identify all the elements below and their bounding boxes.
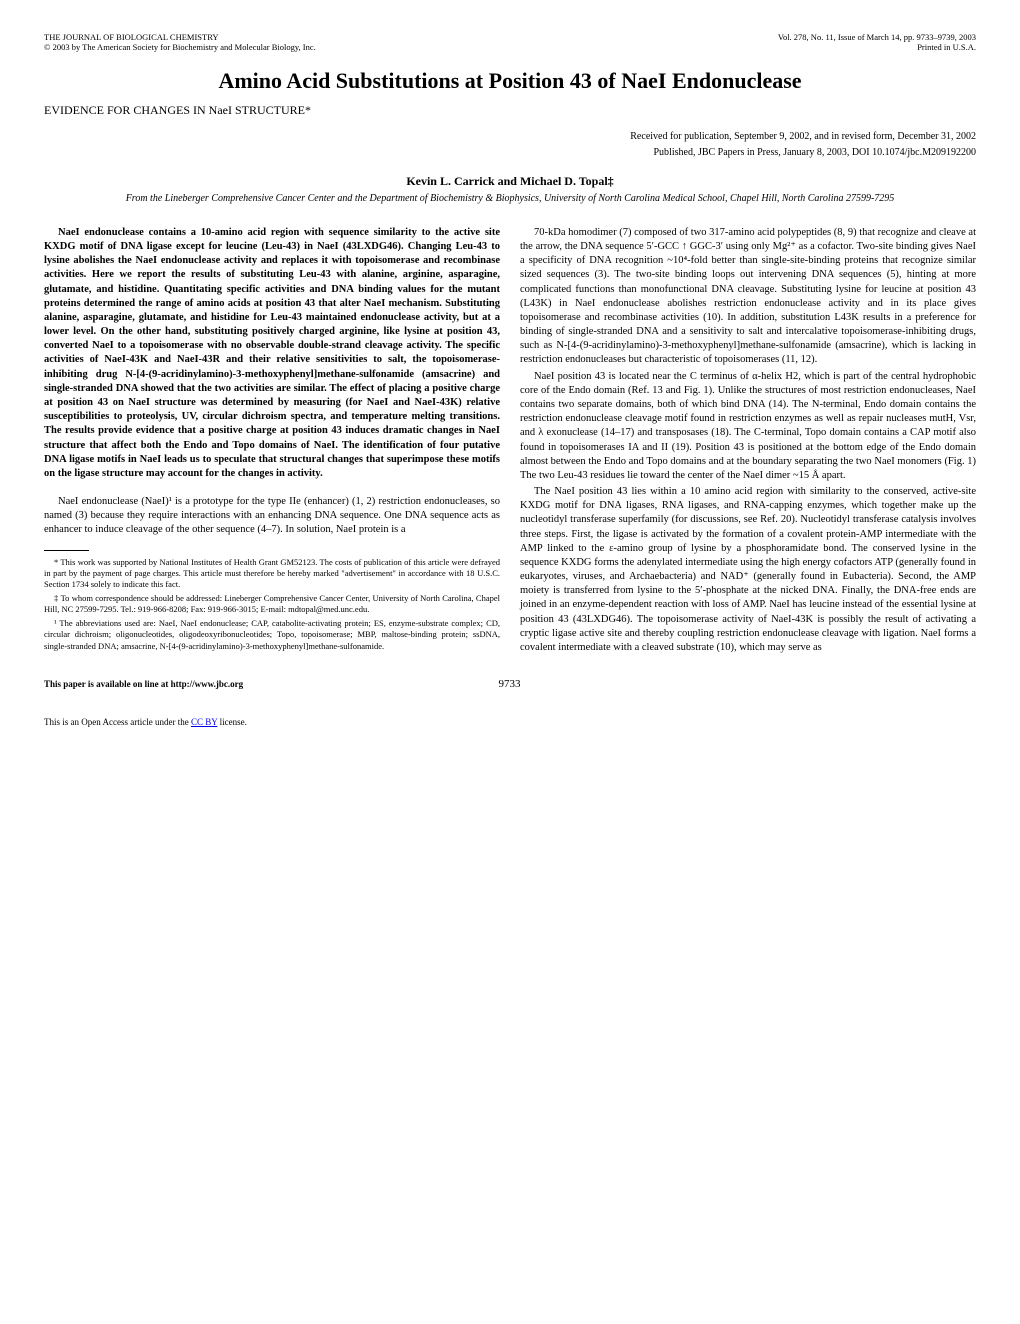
footnote-funding: * This work was supported by National In… [44,557,500,591]
body-paragraph: NaeI endonuclease (NaeI)¹ is a prototype… [44,495,500,538]
footnote-correspondence: ‡ To whom correspondence should be addre… [44,593,500,616]
article-title: Amino Acid Substitutions at Position 43 … [44,66,976,96]
right-column: 70-kDa homodimer (7) composed of two 317… [520,226,976,657]
left-column: NaeI endonuclease contains a 10-amino ac… [44,226,500,657]
two-column-body: NaeI endonuclease contains a 10-amino ac… [44,226,976,657]
license-prefix: This is an Open Access article under the [44,717,191,727]
license-suffix: license. [220,717,247,727]
body-paragraph: NaeI position 43 is located near the C t… [520,370,976,483]
footnote-abbreviations: ¹ The abbreviations used are: NaeI, NaeI… [44,618,500,652]
body-paragraph: 70-kDa homodimer (7) composed of two 317… [520,226,976,368]
license-link[interactable]: CC BY [191,717,217,727]
page-footer: This paper is available on line at http:… [44,677,976,692]
body-paragraph: The NaeI position 43 lies within a 10 am… [520,485,976,655]
authors: Kevin L. Carrick and Michael D. Topal‡ [44,173,976,189]
copyright-line: © 2003 by The American Society for Bioch… [44,42,316,52]
issue-info: Vol. 278, No. 11, Issue of March 14, pp.… [778,32,976,52]
journal-name: THE JOURNAL OF BIOLOGICAL CHEMISTRY [44,32,316,42]
page-header: THE JOURNAL OF BIOLOGICAL CHEMISTRY © 20… [44,32,976,52]
published-info: Published, JBC Papers in Press, January … [44,146,976,160]
article-subtitle: EVIDENCE FOR CHANGES IN NaeI STRUCTURE* [44,102,976,118]
footer-availability: This paper is available on line at http:… [44,678,243,690]
printed-in: Printed in U.S.A. [778,42,976,52]
affiliation: From the Lineberger Comprehensive Cancer… [44,192,976,206]
license-line: This is an Open Access article under the… [44,716,976,728]
received-date: Received for publication, September 9, 2… [44,130,976,144]
page-number: 9733 [499,677,521,692]
journal-info: THE JOURNAL OF BIOLOGICAL CHEMISTRY © 20… [44,32,316,52]
footnote-divider [44,550,89,551]
volume-issue: Vol. 278, No. 11, Issue of March 14, pp.… [778,32,976,42]
abstract: NaeI endonuclease contains a 10-amino ac… [44,226,500,481]
